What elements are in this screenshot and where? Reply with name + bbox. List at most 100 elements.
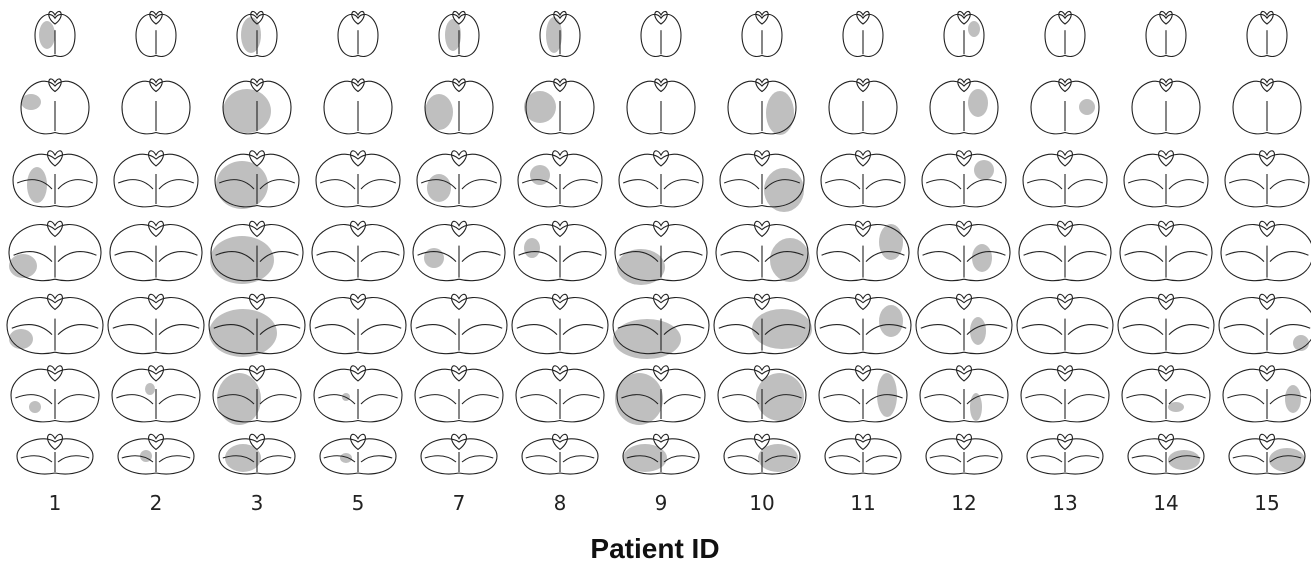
slice-top [249,150,265,167]
slice-fold [1269,455,1302,463]
slice-fold [764,394,802,405]
slice-outline [717,368,807,423]
slice-top [855,365,871,382]
slice [626,78,696,135]
slice [8,220,102,282]
slice [925,433,1003,475]
slice-top [249,220,265,238]
slice-fold [222,455,255,463]
slice-top [148,365,164,382]
slice-outline [315,153,401,208]
slice-top [452,10,466,25]
slice-fold [929,455,962,463]
slice-top [1057,365,1073,382]
slice-outline [1026,438,1104,475]
slice-fold [521,179,558,190]
slice [424,78,494,135]
lesion [1269,448,1305,472]
slice-top [553,78,567,93]
slice-top [653,150,669,167]
slice [1218,293,1311,355]
slice-fold [259,455,292,463]
slice [719,150,805,208]
slice-fold [121,455,154,463]
slice-fold [1030,455,1063,463]
slice-top [956,293,972,311]
slice-top [552,150,568,167]
patient-column [6,10,104,475]
slice [323,78,393,135]
slice-fold [1269,394,1307,405]
slice-grid [6,10,1311,475]
slice-fold [1269,251,1309,262]
slice-fold [663,324,705,335]
slice-top [47,365,63,382]
slice [1030,78,1100,135]
slice-top [1158,433,1174,451]
slice-fold [1023,251,1063,262]
slice-top [553,10,567,25]
slice-fold [1168,455,1201,463]
slice-top [755,78,769,93]
lesion [546,17,562,53]
slice-outline [521,438,599,475]
slice-outline [323,80,393,135]
slice-fold [1067,394,1105,405]
lesion [970,317,986,345]
slice-top [956,365,972,382]
slice-fold [619,251,659,262]
slice-outline [626,80,696,135]
slice-outline [723,438,801,475]
slice-top [855,433,871,451]
slice-fold [823,394,861,405]
lesion [1168,450,1200,470]
slice [1246,10,1288,57]
slice-fold [525,455,558,463]
slice [814,293,912,355]
slice-fold [562,455,595,463]
slice [210,220,304,282]
slice [111,365,201,423]
slice-top [552,293,568,311]
slice-fold [259,251,299,262]
lesion [879,224,903,260]
slice [1022,150,1108,208]
slice-outline [1127,438,1205,475]
slice-outline [414,368,504,423]
slice-fold [417,251,457,262]
slice-fold [1168,394,1206,405]
slice-fold [966,324,1008,335]
slice-outline [34,13,76,57]
slice-outline [929,80,999,135]
slice [727,78,797,135]
slice-top [47,220,63,238]
slice-fold [13,251,53,262]
slice [517,150,603,208]
slice-fold [663,251,703,262]
slice-fold [420,179,457,190]
slice [1228,433,1306,475]
lesion [216,161,268,209]
slice-outline [539,13,581,57]
slice [10,365,100,423]
slice-fold [16,179,53,190]
slice [311,220,405,282]
slice-top [956,433,972,451]
slice-top [1058,78,1072,93]
slice [1117,293,1215,355]
slice [539,10,581,57]
slice-top [956,150,972,167]
slice-fold [419,394,457,405]
slice [1220,220,1311,282]
slice-fold [1131,455,1164,463]
slice [218,433,296,475]
slice [618,150,704,208]
slice-top [350,220,366,238]
slice-outline [6,297,104,355]
lesion [1285,385,1301,413]
slice-top [754,150,770,167]
slice-fold [316,251,356,262]
slice-fold [562,324,604,335]
lesion [445,19,461,51]
slice-fold [1269,179,1306,190]
